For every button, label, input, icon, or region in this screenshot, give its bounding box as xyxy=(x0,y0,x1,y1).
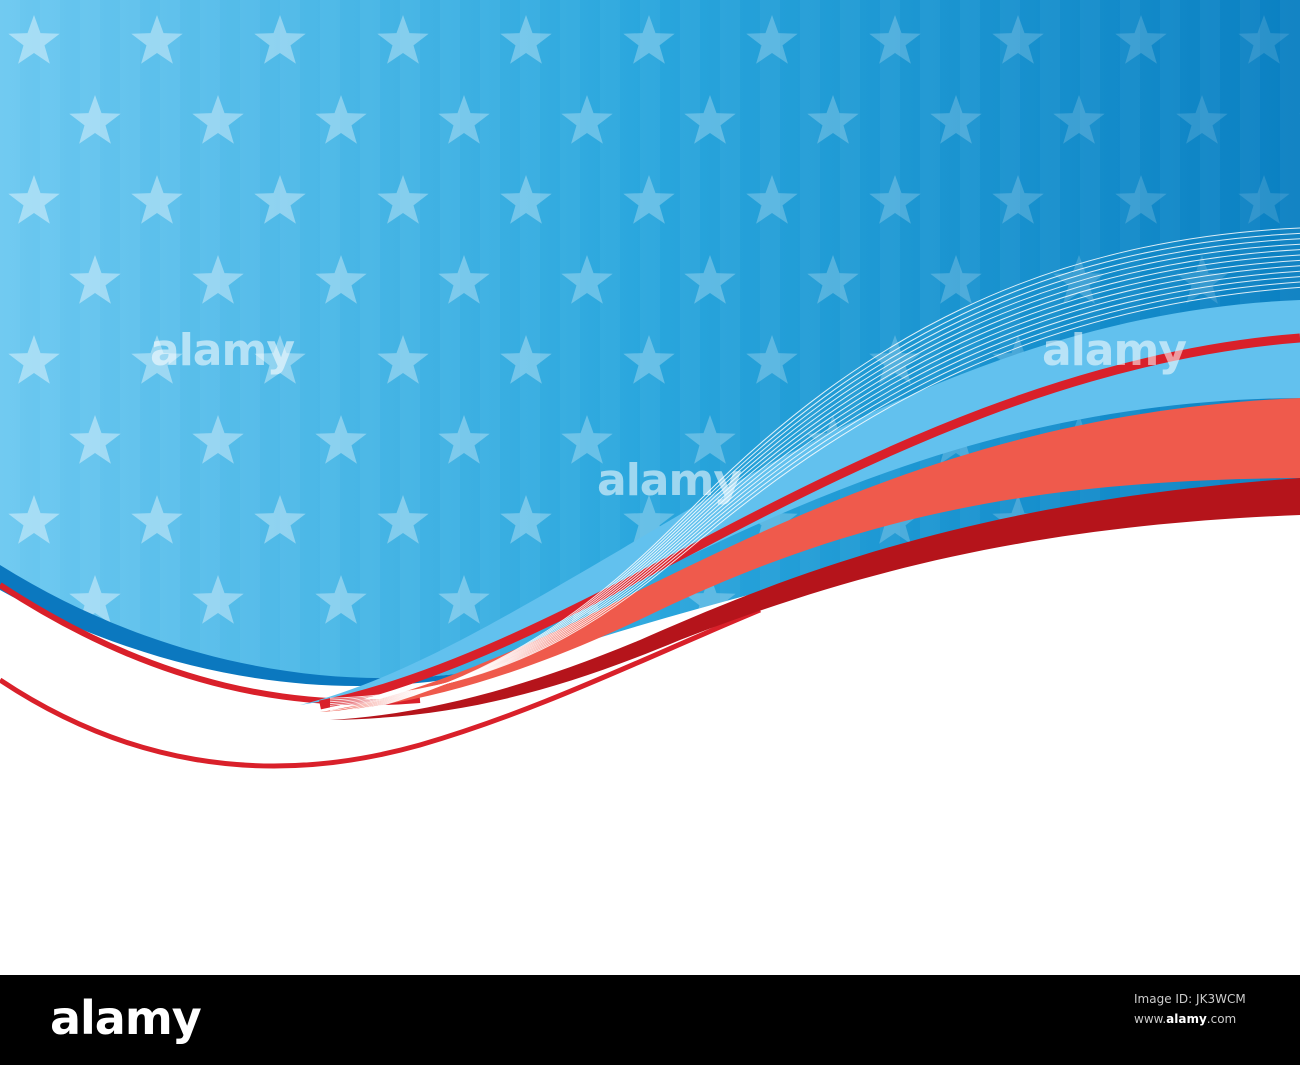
white-line xyxy=(329,232,1300,717)
star-icon xyxy=(746,495,798,544)
star-icon xyxy=(930,255,982,304)
star-icon xyxy=(869,15,921,64)
dark-red-band xyxy=(330,478,1300,720)
star-icon xyxy=(1115,15,1167,64)
star-icon xyxy=(377,15,429,64)
red-ribbon-lower xyxy=(0,607,761,769)
star-icon xyxy=(992,15,1044,64)
star-icon xyxy=(807,95,859,144)
star-icon xyxy=(254,335,306,384)
white-line-bundle xyxy=(329,227,1300,719)
star-icon xyxy=(438,575,490,624)
star-icon xyxy=(746,335,798,384)
star-icon xyxy=(69,255,121,304)
star-icon xyxy=(623,495,675,544)
url-prefix: www. xyxy=(1134,1012,1167,1026)
star-icon xyxy=(684,575,736,624)
star-icon xyxy=(746,175,798,224)
star-icon xyxy=(561,255,613,304)
star-icon xyxy=(930,575,982,624)
red-stripe xyxy=(319,333,1300,710)
star-icon xyxy=(8,175,60,224)
star-icon xyxy=(1238,15,1290,64)
white-line xyxy=(329,243,1300,714)
star-icon xyxy=(500,495,552,544)
star-icon xyxy=(254,15,306,64)
star-icon xyxy=(623,175,675,224)
star-icon xyxy=(1053,255,1105,304)
star-icon xyxy=(684,255,736,304)
star-icon xyxy=(684,415,736,464)
star-icon xyxy=(623,335,675,384)
sky-edge-band xyxy=(0,565,560,686)
star-icon xyxy=(254,175,306,224)
star-icon xyxy=(561,95,613,144)
artwork-canvas xyxy=(0,0,1300,769)
star-icon xyxy=(1176,575,1228,624)
white-line xyxy=(329,281,1300,701)
star-icon xyxy=(992,175,1044,224)
star-icon xyxy=(315,95,367,144)
star-icon xyxy=(315,415,367,464)
star-icon xyxy=(315,575,367,624)
star-icon xyxy=(377,335,429,384)
star-icon xyxy=(438,415,490,464)
star-icon xyxy=(807,255,859,304)
footer-logo: alamy xyxy=(50,991,202,1045)
light-blue-band xyxy=(300,300,1300,705)
star-icon xyxy=(8,15,60,64)
star-icon xyxy=(315,255,367,304)
white-line xyxy=(329,265,1300,706)
star-icon xyxy=(500,175,552,224)
star-icon xyxy=(8,335,60,384)
white-line xyxy=(329,254,1300,710)
star-icon xyxy=(684,95,736,144)
star-icon xyxy=(1176,255,1228,304)
website-url: www.alamy.com xyxy=(1134,1011,1284,1027)
star-icon xyxy=(623,15,675,64)
url-brand: alamy xyxy=(1166,1012,1207,1026)
star-icon xyxy=(131,335,183,384)
white-line xyxy=(329,270,1300,705)
star-icon xyxy=(377,495,429,544)
star-icon xyxy=(1053,575,1105,624)
star-icon xyxy=(69,95,121,144)
star-icon xyxy=(69,415,121,464)
white-line xyxy=(329,259,1300,708)
star-icon xyxy=(561,415,613,464)
star-icon xyxy=(500,15,552,64)
star-icon xyxy=(131,15,183,64)
star-icon xyxy=(930,95,982,144)
image-id-label: Image ID: JK3WCM xyxy=(1134,992,1246,1006)
url-suffix: .com xyxy=(1206,1012,1237,1026)
star-icon xyxy=(438,95,490,144)
watermark-footer: alamy Image ID: JK3WCM www.alamy.com xyxy=(0,975,1300,1065)
white-line xyxy=(329,249,1300,712)
footer-image-info: Image ID: JK3WCM www.alamy.com xyxy=(1134,991,1284,1049)
star-icon xyxy=(377,175,429,224)
white-line xyxy=(329,227,1300,719)
star-icon xyxy=(1176,95,1228,144)
star-icon xyxy=(500,335,552,384)
star-icon xyxy=(8,495,60,544)
star-icon xyxy=(192,95,244,144)
star-icon xyxy=(438,255,490,304)
star-icon xyxy=(192,575,244,624)
star-icon xyxy=(869,335,921,384)
star-icon xyxy=(131,495,183,544)
star-icon xyxy=(192,415,244,464)
star-icon xyxy=(69,575,121,624)
star-icon xyxy=(254,495,306,544)
star-icon xyxy=(869,175,921,224)
white-line xyxy=(329,276,1300,703)
star-icon xyxy=(746,15,798,64)
flag-wave-artwork: alamy alamy alamy xyxy=(0,0,1300,769)
star-icon xyxy=(1238,175,1290,224)
star-icon xyxy=(1053,95,1105,144)
white-line xyxy=(329,286,1300,699)
star-icon xyxy=(1115,175,1167,224)
white-line xyxy=(329,238,1300,715)
star-icon xyxy=(192,255,244,304)
star-icon xyxy=(131,175,183,224)
